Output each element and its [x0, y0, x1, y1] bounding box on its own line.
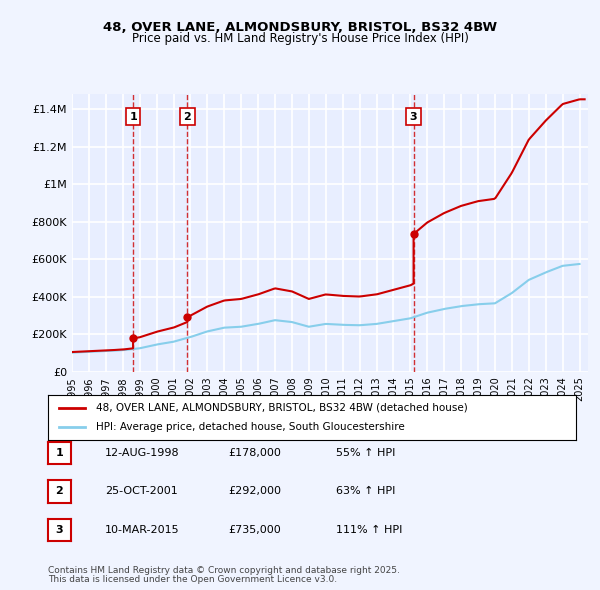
- Text: £735,000: £735,000: [228, 525, 281, 535]
- Text: This data is licensed under the Open Government Licence v3.0.: This data is licensed under the Open Gov…: [48, 575, 337, 584]
- Text: Price paid vs. HM Land Registry's House Price Index (HPI): Price paid vs. HM Land Registry's House …: [131, 32, 469, 45]
- Text: Contains HM Land Registry data © Crown copyright and database right 2025.: Contains HM Land Registry data © Crown c…: [48, 566, 400, 575]
- Text: 25-OCT-2001: 25-OCT-2001: [105, 487, 178, 496]
- Text: HPI: Average price, detached house, South Gloucestershire: HPI: Average price, detached house, Sout…: [95, 422, 404, 432]
- Text: 10-MAR-2015: 10-MAR-2015: [105, 525, 179, 535]
- Text: 1: 1: [56, 448, 63, 458]
- Text: 12-AUG-1998: 12-AUG-1998: [105, 448, 179, 458]
- Text: 48, OVER LANE, ALMONDSBURY, BRISTOL, BS32 4BW (detached house): 48, OVER LANE, ALMONDSBURY, BRISTOL, BS3…: [95, 403, 467, 412]
- Text: 55% ↑ HPI: 55% ↑ HPI: [336, 448, 395, 458]
- Text: £292,000: £292,000: [228, 487, 281, 496]
- Text: £178,000: £178,000: [228, 448, 281, 458]
- Text: 63% ↑ HPI: 63% ↑ HPI: [336, 487, 395, 496]
- Text: 3: 3: [410, 112, 418, 122]
- Text: 111% ↑ HPI: 111% ↑ HPI: [336, 525, 403, 535]
- Text: 3: 3: [56, 525, 63, 535]
- Text: 48, OVER LANE, ALMONDSBURY, BRISTOL, BS32 4BW: 48, OVER LANE, ALMONDSBURY, BRISTOL, BS3…: [103, 21, 497, 34]
- Text: 2: 2: [56, 487, 63, 496]
- Text: 2: 2: [184, 112, 191, 122]
- Text: 1: 1: [129, 112, 137, 122]
